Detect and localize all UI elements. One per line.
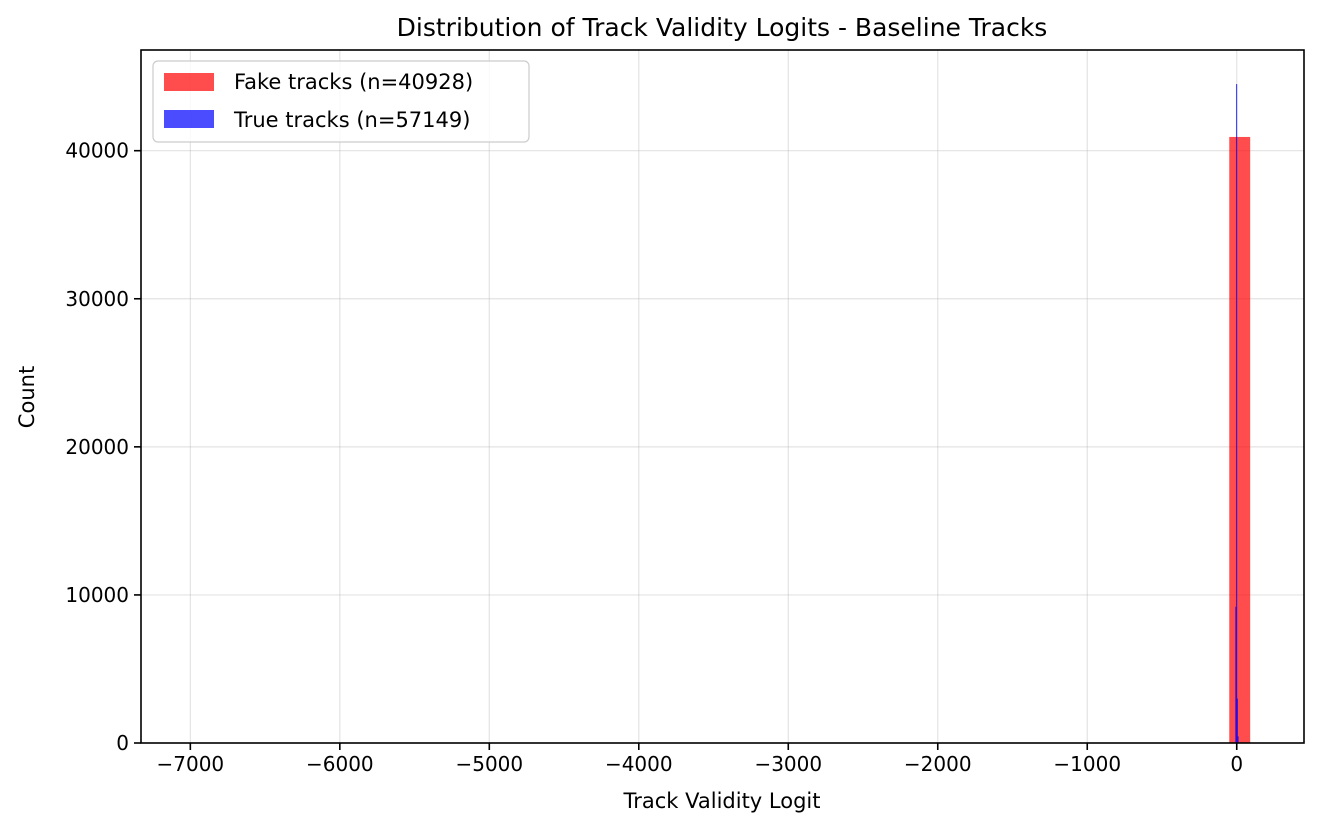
x-tick-label: −3000	[754, 752, 822, 776]
legend-box	[152, 60, 530, 143]
legend-label-true: True tracks (n=57149)	[233, 108, 470, 132]
y-axis-title: Count	[15, 366, 39, 428]
legend-label-fake: Fake tracks (n=40928)	[234, 70, 473, 94]
histogram-bar-true	[1235, 84, 1238, 744]
x-tick-label: −2000	[904, 752, 972, 776]
histogram-bar-true	[1235, 606, 1237, 743]
x-tick-label: −4000	[605, 752, 673, 776]
y-tick-label: 40000	[65, 139, 129, 163]
legend-swatch-fake	[164, 73, 214, 91]
histogram-bar-fake	[1229, 136, 1251, 743]
plot-frame	[140, 49, 1305, 744]
x-axis-title: Track Validity Logit	[623, 789, 821, 813]
bars-layer	[1229, 84, 1251, 744]
chart-title: Distribution of Track Validity Logits - …	[397, 13, 1048, 42]
histogram-bar-true	[1236, 698, 1238, 743]
y-tick-label: 20000	[65, 435, 129, 459]
y-tick-label: 0	[116, 731, 129, 755]
ticks-layer: −7000 −6000 −5000 −4000 −3000 −2000 −1000 0 0 100…	[65, 139, 1243, 776]
x-tick-label: −1000	[1053, 752, 1121, 776]
legend-swatch-true	[164, 110, 214, 128]
x-tick-label: 0	[1230, 752, 1243, 776]
legend: Fake tracks (n=40928) True tracks (n=571…	[152, 60, 530, 143]
histogram-bar-true	[1237, 736, 1239, 743]
y-tick-label: 30000	[65, 287, 129, 311]
y-tick-label: 10000	[65, 583, 129, 607]
x-tick-label: −6000	[306, 752, 374, 776]
x-tick-label: −7000	[157, 752, 225, 776]
x-tick-label: −5000	[455, 752, 523, 776]
